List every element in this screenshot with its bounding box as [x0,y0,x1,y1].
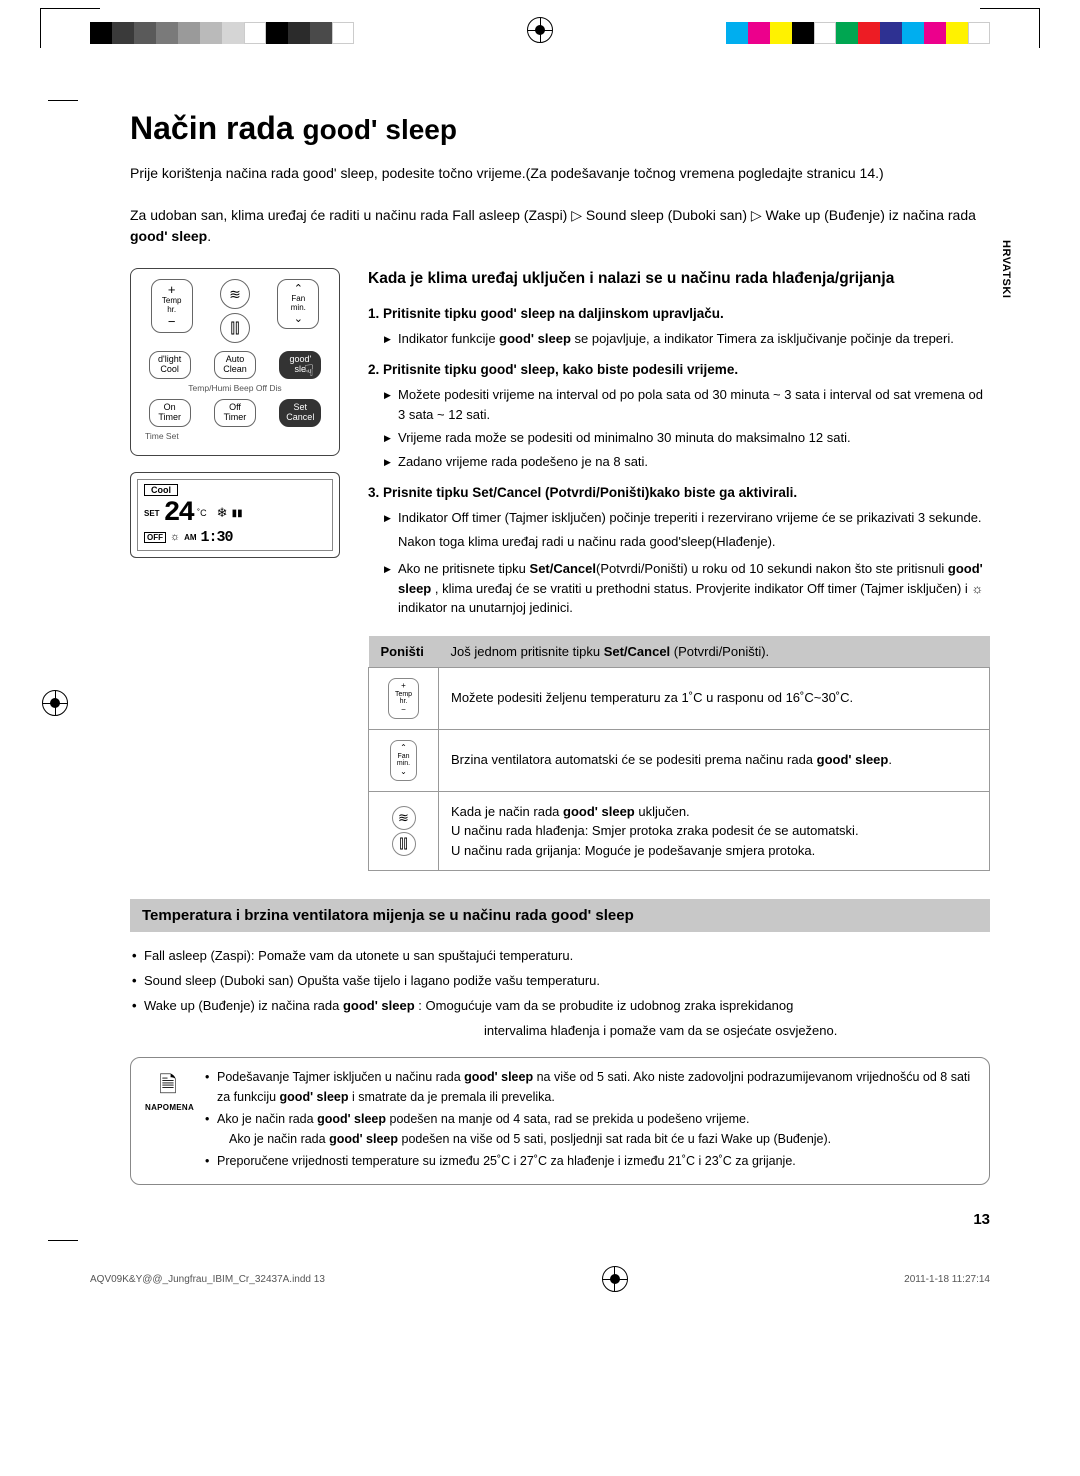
note-item: Ako je način rada good' sleep podešen na… [205,1110,975,1149]
on-timer-button: On Timer [149,399,191,427]
table-row: ⌃Fan min.⌄ Brzina ventilatora automatski… [369,729,990,791]
swing-icon-2: ⫿⫿ [392,832,416,856]
signal-icon: ▮▮ [232,508,243,519]
temp-button: + Temp hr. − [151,279,193,333]
table-row: ≋ ⫿⫿ Kada je način rada good' sleep uklj… [369,791,990,871]
note-item: Podešavanje Tajmer isključen u načinu ra… [205,1068,975,1107]
snowflake-icon: ❄ [217,505,228,521]
printer-marks-top [0,0,1080,60]
section-heading-1: Kada je klima uređaj uključen i nalazi s… [368,268,990,290]
swing-icon: ≋ [392,806,416,830]
lcd-set: SET [144,509,160,518]
list-item: Sound sleep (Duboki san) Opušta vaše tij… [130,971,990,992]
note-list: Podešavanje Tajmer isključen u načinu ra… [205,1068,975,1174]
lcd-time: 1:30 [201,529,233,546]
step2-bullet: Možete podesiti vrijeme na interval od p… [384,385,990,424]
registration-mark-bottom [602,1266,628,1292]
mode-description-list: Fall asleep (Zaspi): Pomaže vam da utone… [130,946,990,1016]
page-title: Način rada good' sleep [130,110,990,147]
list-item: Wake up (Buđenje) iz načina rada good' s… [130,996,990,1017]
step3-bullet: Indikator Off timer (Tajmer isključen) p… [384,508,990,528]
step-1: 1. Pritisnite tipku good' sleep na dalji… [368,306,990,349]
intro-1: Prije korištenja načina rada good' sleep… [130,163,990,185]
registration-mark-top [527,17,553,43]
set-cancel-button: Set Cancel [279,399,321,427]
title-accent: good' sleep [303,114,457,145]
dlight-button: d'light Cool [149,351,191,379]
table-header-desc: Još jednom pritisnite tipku Set/Cancel (… [439,636,990,668]
footer-filename: AQV09K&Y@@_Jungfrau_IBIM_Cr_32437A.indd … [90,1274,325,1285]
swing-button: ≋ [220,279,250,309]
fan-button: ⌃ Fan min. ⌄ [277,279,319,329]
table-row: +Temp hr.− Možete podesiti željenu tempe… [369,667,990,729]
step-3: 3. Prisnite tipku Set/Cancel (Potvrdi/Po… [368,485,990,618]
pointer-icon: ☟ [304,363,314,381]
lcd-illustration: Cool SET 24 ˚C ❄ ▮▮ OFF ☼ AM 1:30 [130,472,340,558]
moon-icon: ☼ [170,531,180,543]
fan-button-icon: ⌃Fan min.⌄ [390,740,417,781]
step2-bullet: Zadano vrijeme rada podešeno je na 8 sat… [384,452,990,472]
note-item: Preporučene vrijednosti temperature su i… [205,1152,975,1171]
off-timer-button: Off Timer [214,399,256,427]
table-header-cancel: Poništi [369,636,439,668]
color-bars-left [90,22,354,44]
note-box: 🗎 NAPOMENA Podešavanje Tajmer isključen … [130,1057,990,1185]
good-sleep-button: good' sle☟ [279,351,321,379]
intro-2: Za udoban san, klima uređaj će raditi u … [130,205,990,248]
swing-button-2: ⫿⫿ [220,313,250,343]
step3-bullet: Ako ne pritisnete tipku Set/Cancel(Potvr… [384,559,990,618]
note-icon: 🗎 [145,1068,191,1102]
step1-bullet: Indikator funkcije good' sleep se pojavl… [384,329,990,349]
step-2: 2. Pritisnite tipku good' sleep, kako bi… [368,362,990,471]
page-content: HRVATSKI Način rada good' sleep Prije ko… [0,60,1080,1258]
note-label: NAPOMENA [145,1102,191,1114]
step2-bullet: Vrijeme rada može se podesiti od minimal… [384,428,990,448]
lcd-temp: 24 [164,498,194,529]
lcd-mode: Cool [144,484,178,496]
section-heading-2: Temperatura i brzina ventilatora mijenja… [130,899,990,932]
autoclean-button: Auto Clean [214,351,256,379]
page-number: 13 [130,1211,990,1228]
language-tab: HRVATSKI [1000,240,1012,298]
footer-timestamp: 2011-1-18 11:27:14 [904,1274,990,1285]
color-bars-right [726,22,990,44]
list-item-continuation: intervalima hlađenja i pomaže vam da se … [144,1021,990,1042]
settings-table: Poništi Još jednom pritisnite tipku Set/… [368,636,990,871]
footer: AQV09K&Y@@_Jungfrau_IBIM_Cr_32437A.indd … [0,1258,1080,1308]
lcd-off-badge: OFF [144,532,166,543]
temp-button-icon: +Temp hr.− [388,678,419,719]
title-main: Način rada [130,110,303,146]
remote-illustration: + Temp hr. − ≋ ⫿⫿ ⌃ Fan min. ⌄ [130,268,340,456]
list-item: Fall asleep (Zaspi): Pomaže vam da utone… [130,946,990,967]
